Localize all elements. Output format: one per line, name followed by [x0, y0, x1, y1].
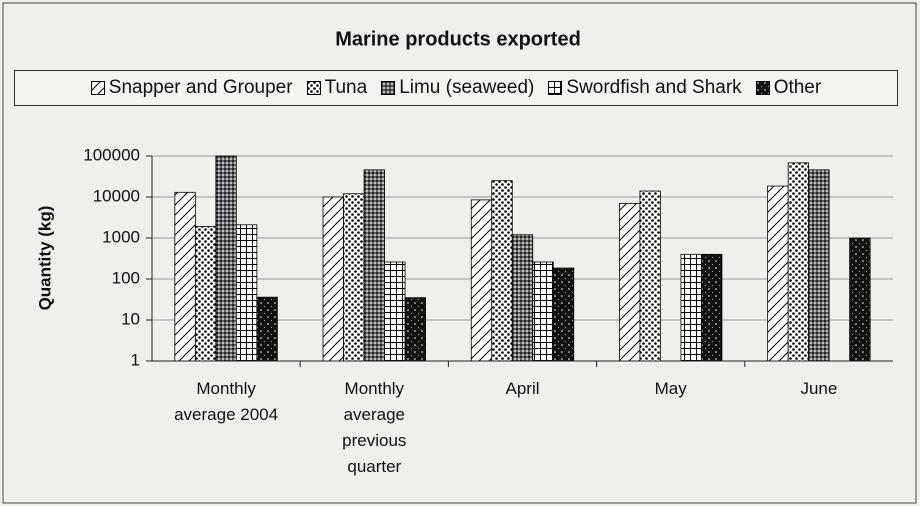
bar: [215, 155, 237, 362]
legend-swatch-box: [548, 81, 563, 95]
bar: [235, 224, 258, 362]
bar: [343, 193, 365, 362]
x-tick-label: June: [800, 379, 838, 398]
legend-label: Other: [773, 77, 822, 98]
bar: [680, 253, 702, 362]
bar: [701, 253, 723, 362]
bar: [322, 196, 344, 362]
bar: [619, 202, 641, 362]
bar: [194, 226, 217, 362]
bar: [808, 169, 830, 362]
legend: Snapper and Grouper Tuna Limu (seaweed) Swo…: [14, 70, 898, 106]
legend-swatch-box: [90, 81, 105, 95]
legend-label: Tuna: [324, 77, 368, 98]
legend-swatch-box: [381, 81, 396, 95]
y-tick-label: 1000: [102, 227, 140, 246]
x-tick-label: Monthly average previous quarter: [342, 379, 407, 476]
bar: [767, 185, 789, 362]
legend-label: Swordfish and Shark: [566, 77, 742, 98]
legend-swatch: [548, 81, 563, 95]
bar: [849, 237, 871, 362]
y-tick-label: 10: [121, 309, 140, 328]
bar: [363, 169, 385, 362]
chart-title: Marine products exported: [335, 28, 581, 50]
y-tick-label: 100: [112, 268, 140, 287]
legend-item: Limu (seaweed): [381, 77, 534, 99]
x-tick-label: May: [654, 379, 687, 398]
legend-item: Swordfish and Shark: [548, 77, 742, 99]
bar: [384, 261, 406, 362]
legend-swatch: [306, 81, 321, 95]
bar: [174, 191, 196, 362]
legend-item: Snapper and Grouper: [90, 77, 293, 99]
bar: [787, 162, 810, 362]
legend-swatch: [90, 81, 105, 95]
legend-item: Other: [755, 77, 822, 99]
legend-label: Snapper and Grouper: [108, 77, 293, 98]
bar: [491, 180, 513, 362]
legend-swatch-box: [306, 81, 321, 95]
x-tick-label: Monthly average 2004: [174, 379, 279, 424]
y-axis-label: Quantity (kg): [35, 206, 54, 311]
bar: [532, 261, 554, 362]
legend-label: Limu (seaweed): [399, 77, 535, 98]
x-tick-label: April: [505, 379, 540, 398]
bar: [404, 297, 426, 362]
y-tick-label: 10000: [93, 186, 140, 205]
y-tick-label: 100000: [83, 145, 140, 164]
bar: [639, 190, 661, 362]
bar: [552, 267, 575, 362]
legend-item: Tuna: [306, 77, 368, 99]
legend-swatch-box: [755, 81, 770, 95]
legend-swatch: [381, 81, 396, 95]
legend-swatch: [755, 81, 770, 95]
bar: [511, 234, 534, 362]
y-tick-label: 1: [131, 350, 140, 369]
bar: [256, 296, 278, 362]
bar: [470, 199, 493, 362]
